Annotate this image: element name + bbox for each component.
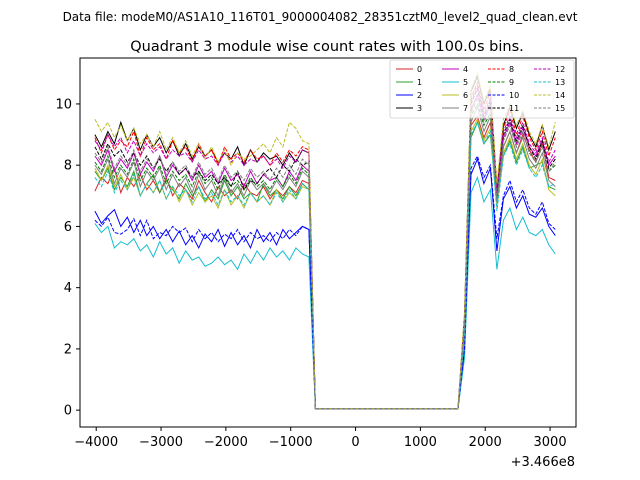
y-tick-label: 6 [64,220,72,235]
legend-label-1: 1 [417,78,422,87]
y-tick-label: 2 [64,342,72,357]
x-axis-offset-label: +3.466e8 [511,455,575,470]
legend-label-9: 9 [509,78,514,87]
legend-label-14: 14 [555,91,565,100]
x-tick-label: −4000 [74,435,118,450]
legend-label-15: 15 [555,104,565,113]
legend-label-4: 4 [463,65,468,74]
legend-label-3: 3 [417,104,422,113]
series-line-14 [94,71,556,410]
legend-label-0: 0 [417,65,422,74]
plot-area: −4000 −3000 −2000 −1000 0 1000 2000 30000246810… [55,57,577,450]
y-tick-label: 4 [64,281,72,296]
legend-label-2: 2 [417,91,422,100]
legend-label-10: 10 [509,91,519,100]
legend-label-7: 7 [463,104,468,113]
x-tick-label: −2000 [204,435,248,450]
y-tick-label: 0 [64,404,72,419]
legend-label-6: 6 [463,91,468,100]
legend-label-12: 12 [555,65,565,74]
y-tick-label: 8 [64,159,72,174]
x-tick-label: 2000 [469,435,502,450]
legend-label-11: 11 [509,104,519,113]
chart-title: Quadrant 3 module wise count rates with … [130,39,524,55]
legend-label-5: 5 [463,78,468,87]
x-tick-label: 3000 [534,435,567,450]
x-tick-label: 0 [351,435,359,450]
axes-frame [79,57,577,428]
series-line-10 [94,154,556,410]
x-tick-label: 1000 [404,435,437,450]
x-tick-label: −1000 [269,435,313,450]
legend-label-8: 8 [509,65,514,74]
legend-label-13: 13 [555,78,565,87]
y-tick-label: 10 [55,97,72,112]
legend-box [389,59,575,119]
x-tick-label: −3000 [139,435,183,450]
figure-suptitle: Data file: modeM0/AS1A10_116T01_90000040… [63,10,578,24]
